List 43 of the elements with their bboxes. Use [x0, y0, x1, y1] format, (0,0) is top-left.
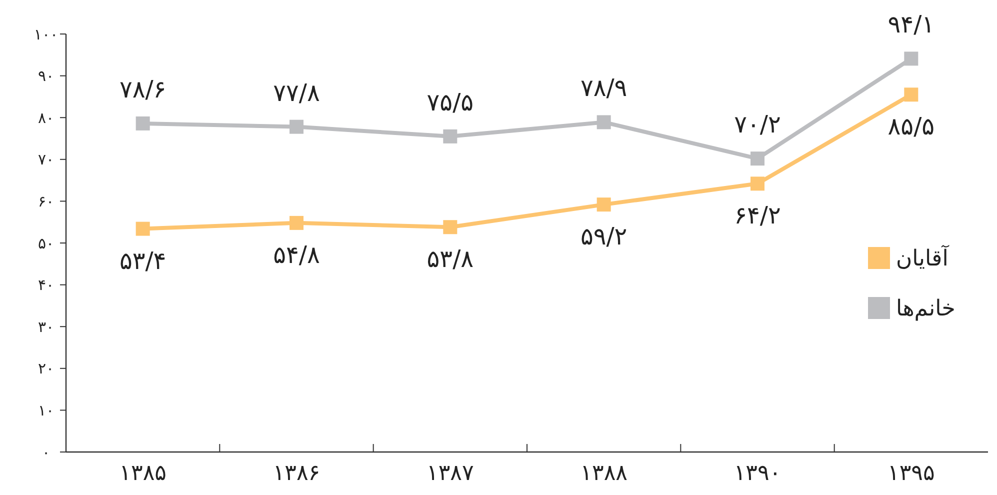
point — [443, 220, 458, 234]
data-label: ۹۴/۱ — [888, 10, 935, 39]
data-label: ۶۴/۲ — [734, 202, 781, 230]
y-tick-label: ۳۰ — [38, 318, 54, 336]
y-tick-label: ۰ — [42, 443, 50, 462]
y-tick-label: ۸۰ — [38, 108, 54, 127]
point — [596, 115, 611, 130]
point — [136, 116, 150, 130]
x-tick-label: ۱۳۸۷ — [426, 461, 474, 486]
y-tick-label: ۵۰ — [38, 234, 54, 252]
data-label: ۵۴/۸ — [273, 240, 320, 269]
point — [290, 120, 304, 134]
data-label: ۸۵/۵ — [888, 112, 935, 141]
data-label: ۷۵/۵ — [426, 88, 474, 116]
point — [750, 176, 764, 191]
data-label: ۷۷/۸ — [273, 78, 320, 107]
y-tick-label: ۱۰۰ — [34, 25, 58, 44]
y-tick-label: ۷۰ — [38, 150, 54, 169]
point — [596, 198, 611, 212]
x-tick-label: ۱۳۹۵ — [888, 461, 935, 486]
data-label: ۷۸/۹ — [580, 74, 628, 102]
data-label: ۵۹/۲ — [580, 222, 628, 251]
point — [750, 152, 764, 166]
x-tick-label: ۱۳۸۸ — [580, 461, 628, 486]
data-label: ۵۳/۸ — [426, 245, 474, 274]
point — [443, 129, 458, 144]
x-tick-label: ۱۳۹۰ — [734, 461, 782, 486]
y-tick-label: ۹۰ — [38, 67, 54, 86]
y-tick-label: ۲۰ — [38, 360, 54, 378]
point — [136, 222, 150, 236]
x-tick-label: ۱۳۸۵ — [119, 461, 166, 486]
y-tick-label: ۶۰ — [38, 192, 54, 210]
point — [904, 52, 918, 66]
legend-label: خانم‌ها — [896, 296, 956, 322]
data-label: ۵۳/۴ — [119, 246, 166, 275]
y-tick-label: ۴۰ — [38, 276, 54, 294]
data-label: ۷۰/۲ — [734, 110, 781, 139]
data-label: ۷۸/۶ — [119, 75, 166, 104]
legend-label: آقایان — [896, 244, 950, 272]
point — [290, 216, 304, 230]
point — [904, 88, 918, 102]
x-tick-label: ۱۳۸۶ — [272, 461, 320, 486]
y-tick-label: ۱۰ — [38, 401, 54, 420]
